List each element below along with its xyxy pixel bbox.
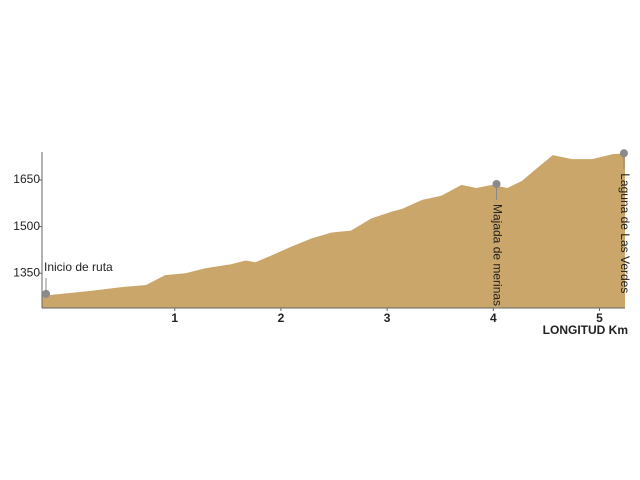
annotation-label: Inicio de ruta (44, 260, 113, 274)
x-tick-label: 4 (490, 311, 497, 325)
elevation-area (42, 153, 625, 308)
annotation-label: Laguna de Las Verdes (618, 173, 632, 293)
x-tick-label: 2 (278, 311, 285, 325)
annotation-marker (492, 180, 501, 189)
annotation-marker (619, 149, 628, 158)
x-axis-label: LONGITUD Km (543, 323, 628, 337)
y-tick-label: 1650 (13, 172, 40, 186)
y-tick-label: 1350 (13, 265, 40, 279)
y-tick-label: 1500 (13, 219, 40, 233)
x-tick-label: 3 (384, 311, 391, 325)
annotation-label: Majada de merinas (490, 204, 504, 306)
x-tick-label: 1 (171, 311, 178, 325)
annotation-marker (42, 289, 50, 298)
x-tick-label: 5 (596, 311, 603, 325)
